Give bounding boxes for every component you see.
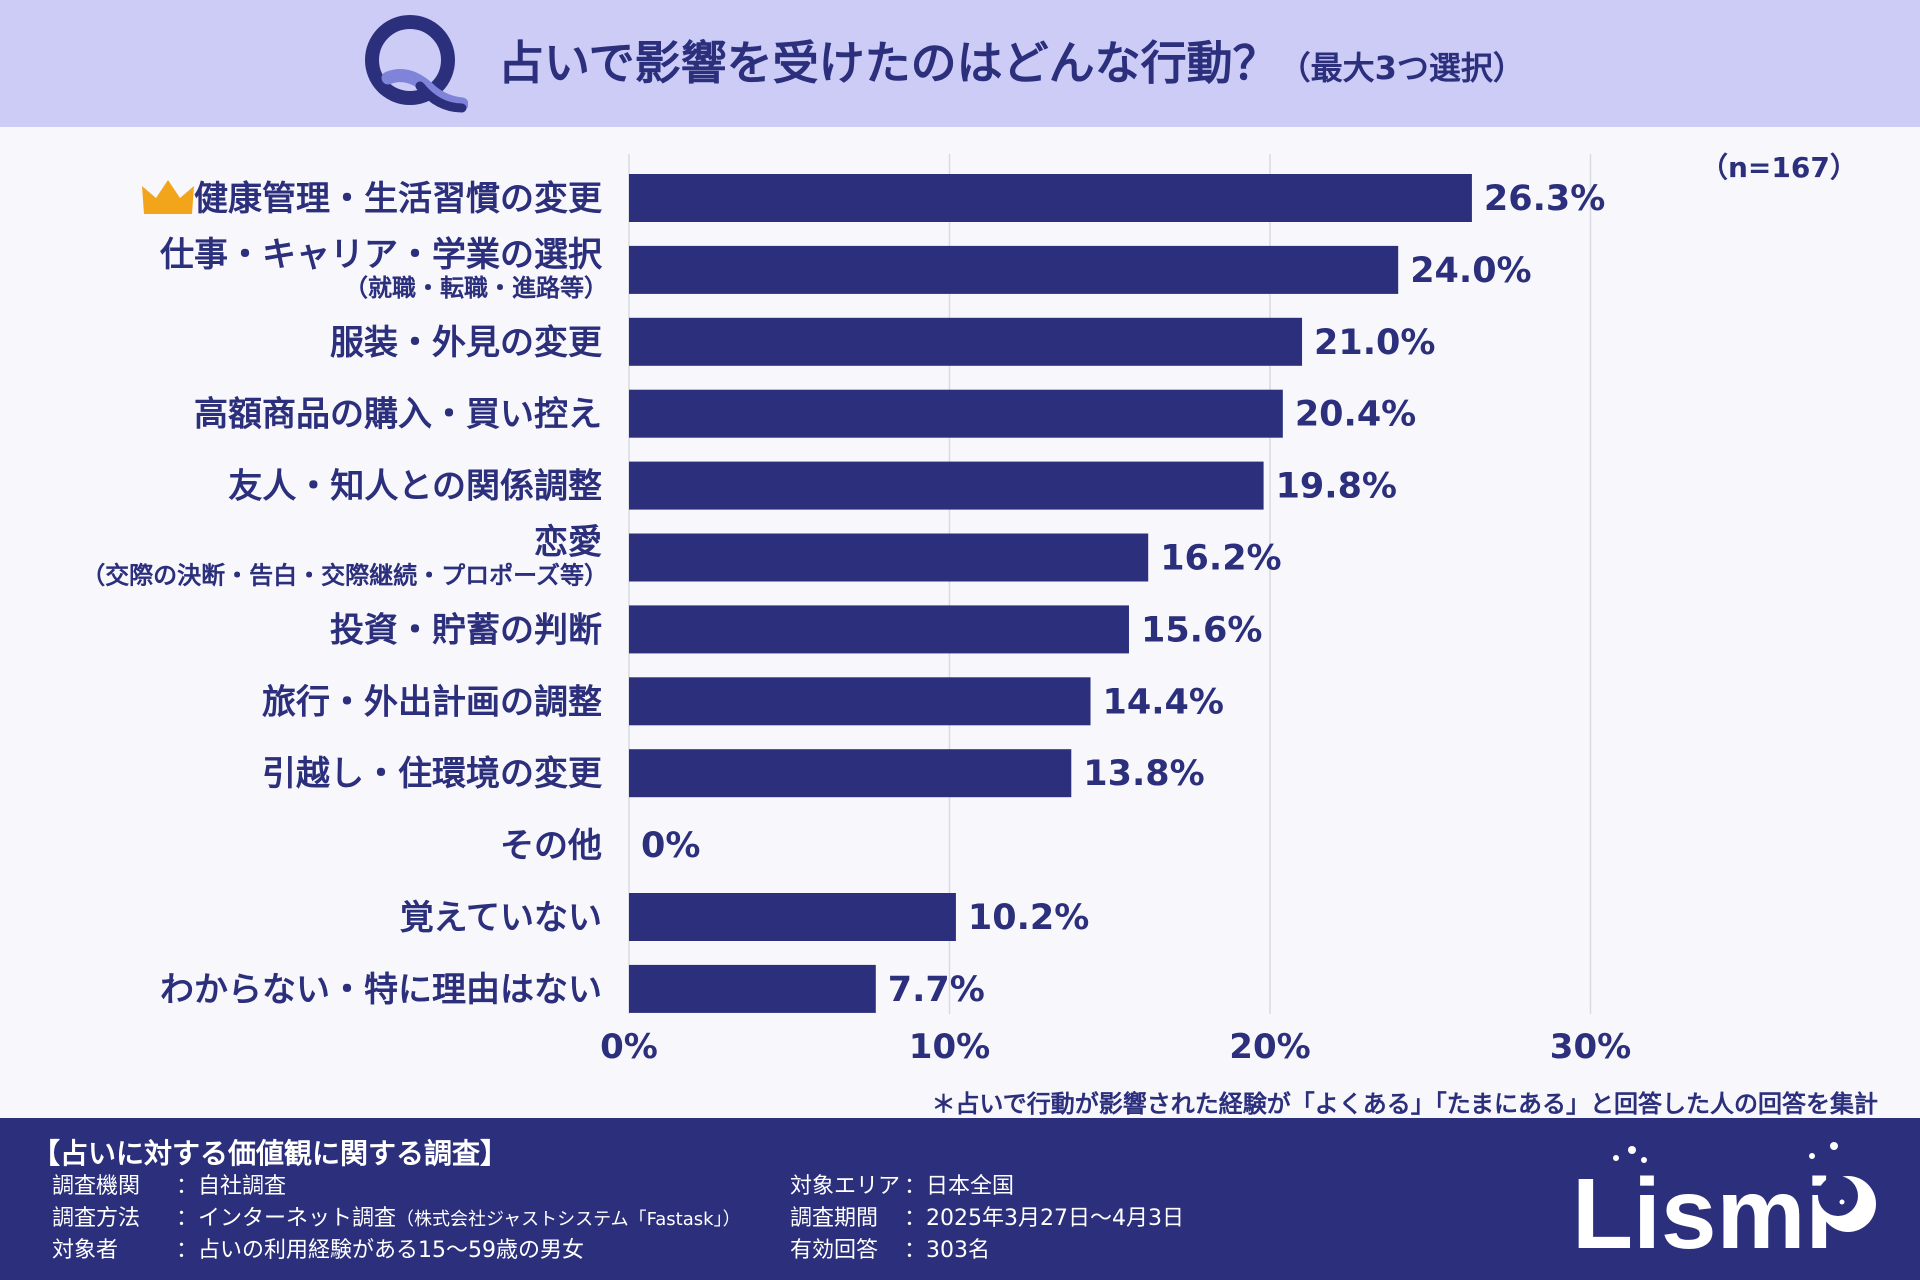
info-value: ：303名 <box>904 1238 990 1263</box>
category-label: 引越し・住環境の変更 <box>262 754 603 794</box>
value-label: 7.7% <box>888 970 985 1010</box>
x-tick-label: 20% <box>1229 1027 1310 1067</box>
info-key: 調査期間 <box>790 1206 879 1231</box>
category-label: 仕事・キャリア・学業の選択 <box>160 235 603 275</box>
info-row-period: 調査期間 ：2025年3月27日～4月3日 <box>790 1203 1184 1235</box>
category-label: 投資・貯蓄の判断 <box>330 610 602 650</box>
value-label: 13.8% <box>1083 754 1204 794</box>
category-sublabel: （就職・転職・進路等） <box>344 274 608 302</box>
info-row-target: 対象者 ：占いの利用経験がある15～59歳の男女 <box>52 1235 584 1267</box>
page-title: 占いで影響を受けたのはどんな行動？（最大3つ選択） <box>498 30 1525 96</box>
info-value: ：日本全国 <box>904 1174 1015 1199</box>
info-key: 有効回答 <box>790 1238 879 1263</box>
moon-cat-icon <box>1818 1176 1876 1232</box>
category-label: 友人・知人との関係調整 <box>228 467 602 507</box>
bar <box>629 317 1303 366</box>
survey-title: 【占いに対する価値観に関する調査】 <box>32 1137 509 1170</box>
category-label: 恋愛 <box>534 523 602 563</box>
value-label: 19.8% <box>1276 467 1397 507</box>
brand-text: Lismi <box>1572 1158 1833 1268</box>
sample-size: （n=167） <box>1700 151 1858 184</box>
info-value: ：2025年3月27日～4月3日 <box>904 1206 1184 1231</box>
info-row-area: 対象エリア ：日本全国 <box>790 1171 1014 1203</box>
category-label: わからない・特に理由はない <box>160 970 602 1010</box>
value-label: 0% <box>641 826 700 866</box>
info-row-agency: 調査機関 ：自社調査 <box>52 1171 286 1203</box>
info-extra: （株式会社ジャストシステム「Fastask」） <box>396 1209 741 1230</box>
value-label: 10.2% <box>968 898 1089 938</box>
header-banner: 占いで影響を受けたのはどんな行動？（最大3つ選択） <box>0 0 1920 127</box>
bar <box>629 605 1129 654</box>
value-label: 20.4% <box>1295 395 1416 435</box>
bar <box>629 389 1283 438</box>
category-sublabel: （交際の決断・告白・交際継続・プロポーズ等） <box>81 562 608 590</box>
footnote: ＊占いで行動が影響された経験が「よくある」「たまにある」と回答した人の回答を集計 <box>931 1090 1878 1118</box>
bar <box>629 245 1399 294</box>
category-label: 健康管理・生活習慣の変更 <box>194 179 603 219</box>
info-value: ：自社調査 <box>176 1174 287 1199</box>
x-tick-label: 0% <box>600 1027 658 1067</box>
bar <box>629 533 1149 582</box>
value-label: 15.6% <box>1141 610 1262 650</box>
category-label: 服装・外見の変更 <box>330 323 603 363</box>
category-label: その他 <box>500 826 602 866</box>
info-key: 対象者 <box>52 1238 119 1263</box>
info-value: ：インターネット調査 <box>176 1206 397 1231</box>
crown-icon <box>142 180 194 214</box>
sparkle-icon <box>1613 1142 1838 1163</box>
value-label: 24.0% <box>1410 251 1531 291</box>
value-label: 14.4% <box>1103 682 1224 722</box>
info-value: ：占いの利用経験がある15～59歳の男女 <box>176 1238 584 1263</box>
title-sub: （最大3つ選択） <box>1278 49 1525 87</box>
value-label: 26.3% <box>1484 179 1605 219</box>
bar <box>629 461 1264 510</box>
info-row-method: 調査方法 ：インターネット調査（株式会社ジャストシステム「Fastask」） <box>52 1203 741 1235</box>
bar <box>629 174 1472 222</box>
lismi-logo: Lismi <box>1572 1142 1876 1268</box>
bar <box>629 893 956 941</box>
bar <box>629 964 876 1013</box>
footer-panel: 【占いに対する価値観に関する調査】 調査機関 ：自社調査 調査方法 ：インターネット… <box>0 1118 1920 1280</box>
category-label: 覚えていない <box>400 898 602 938</box>
info-key: 対象エリア <box>790 1174 901 1199</box>
info-key: 調査方法 <box>52 1206 141 1231</box>
bar <box>629 749 1072 798</box>
bar <box>629 677 1091 726</box>
bar-chart: 0% 10% 20% 30% 26.3% 健康管理・生活習慣の変更 24.0% 仕事・キャリア… <box>81 154 1631 1067</box>
title-main: 占いで影響を受けたのはどんな行動？ <box>498 36 1279 90</box>
info-key: 調査機関 <box>52 1174 141 1199</box>
value-label: 21.0% <box>1314 323 1435 363</box>
category-label: 高額商品の購入・買い控え <box>194 395 602 435</box>
q-logo-icon <box>365 15 468 113</box>
x-tick-label: 30% <box>1550 1027 1631 1067</box>
info-row-responses: 有効回答 ：303名 <box>790 1235 990 1267</box>
category-label: 旅行・外出計画の調整 <box>262 682 602 722</box>
value-label: 16.2% <box>1160 539 1281 579</box>
x-tick-label: 10% <box>909 1027 990 1067</box>
